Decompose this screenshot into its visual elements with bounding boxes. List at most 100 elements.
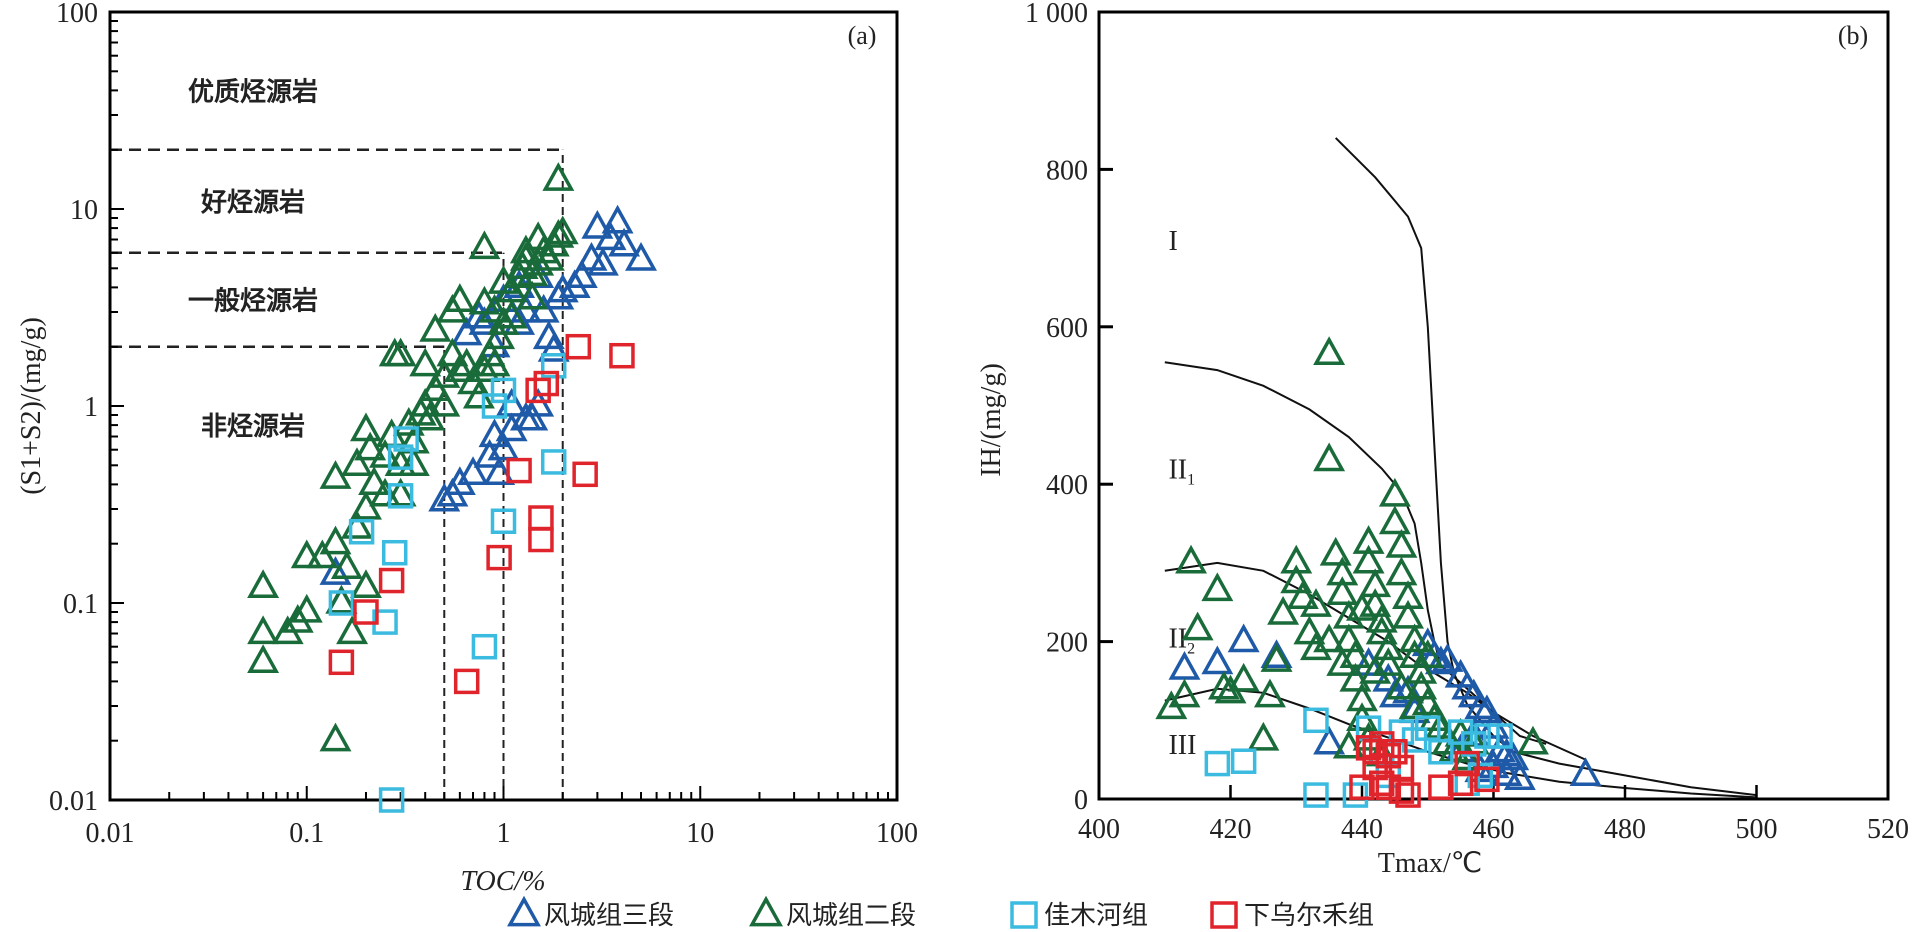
- data-point: [428, 482, 461, 512]
- data-point: [1359, 568, 1392, 598]
- data-point: [509, 234, 542, 264]
- data-point: [436, 293, 469, 323]
- data-point: [473, 439, 506, 468]
- x-tick-label: 100: [876, 818, 918, 849]
- zone-label: 非烃源岩: [201, 412, 305, 442]
- y-tick-label: 600: [1046, 313, 1088, 344]
- data-point: [1362, 739, 1388, 765]
- y-tick-label: 100: [56, 0, 98, 29]
- x-tick-label: 420: [1210, 814, 1252, 845]
- data-point: [353, 599, 379, 625]
- data-point: [381, 539, 408, 566]
- data-point: [608, 227, 641, 257]
- data-point: [495, 299, 528, 329]
- data-point: [1349, 774, 1375, 800]
- data-point: [328, 649, 355, 676]
- panel-b-tag: (b): [1838, 21, 1868, 50]
- data-point: [1253, 678, 1286, 708]
- data-point: [546, 215, 579, 245]
- data-point: [478, 293, 511, 323]
- x-tick-label: 520: [1867, 814, 1909, 845]
- data-point: [1438, 733, 1471, 763]
- data-point: [1378, 505, 1411, 535]
- data-point: [369, 439, 402, 468]
- y-tick-label: 200: [1046, 628, 1088, 659]
- data-point: [1339, 662, 1372, 692]
- data-point: [1201, 645, 1234, 675]
- x-tick-label: 0.1: [289, 818, 324, 849]
- data-point: [330, 550, 363, 579]
- data-point: [1280, 544, 1313, 574]
- data-point: [1385, 670, 1418, 700]
- data-point: [1352, 525, 1385, 554]
- data-point: [537, 332, 570, 362]
- data-point: [1267, 595, 1300, 625]
- data-point: [306, 539, 339, 569]
- data-point: [490, 377, 517, 404]
- data-point: [443, 353, 476, 382]
- data-point: [468, 230, 501, 260]
- y-tick-label: 800: [1046, 155, 1088, 186]
- data-point: [1451, 741, 1484, 771]
- data-point: [525, 377, 551, 404]
- data-point: [348, 518, 375, 545]
- data-point: [542, 162, 575, 191]
- data-point: [1503, 761, 1536, 790]
- data-point: [1497, 741, 1530, 771]
- x-tick-label: 440: [1341, 814, 1383, 845]
- data-point: [453, 668, 480, 695]
- data-point: [419, 312, 452, 342]
- data-point: [1332, 599, 1365, 629]
- data-point: [1368, 770, 1395, 797]
- legend-label: 下乌尔禾组: [1244, 901, 1374, 931]
- data-point: [436, 337, 469, 367]
- panel-a-ylabel: (S1+S2)/(mg/g): [16, 317, 47, 495]
- data-point: [1168, 651, 1201, 680]
- data-point: [1447, 770, 1474, 797]
- data-point: [378, 787, 405, 813]
- kerogen-boundary-curve: [1164, 361, 1586, 761]
- data-point: [450, 347, 483, 377]
- data-point: [506, 457, 532, 484]
- y-tick-label: 400: [1046, 470, 1088, 501]
- x-tick-label: 480: [1604, 814, 1646, 845]
- data-point: [247, 615, 280, 645]
- data-point: [522, 221, 555, 251]
- data-point: [1398, 690, 1431, 720]
- y-tick-label: 0.01: [49, 786, 98, 817]
- data-point: [1411, 686, 1444, 716]
- data-point: [336, 615, 369, 645]
- data-point: [1332, 623, 1365, 653]
- data-point: [1470, 694, 1503, 724]
- data-point: [1201, 572, 1234, 602]
- data-point: [1352, 647, 1385, 676]
- data-point: [328, 590, 355, 616]
- data-point: [1346, 682, 1378, 712]
- legend-marker-icon: [507, 895, 541, 927]
- panel-b-ylabel: IH/(mg/g): [976, 363, 1007, 477]
- data-point: [1490, 757, 1523, 787]
- data-point: [1392, 674, 1424, 704]
- data-point: [1424, 710, 1457, 739]
- data-point: [532, 242, 565, 271]
- legend-label: 风城组二段: [786, 901, 916, 931]
- data-point: [1227, 623, 1260, 653]
- data-point: [1382, 739, 1408, 765]
- data-point: [483, 320, 516, 350]
- data-point: [1359, 588, 1392, 617]
- data-point: [1260, 639, 1293, 668]
- data-point: [487, 431, 520, 461]
- data-point: [1286, 580, 1319, 609]
- data-point: [1428, 739, 1454, 765]
- data-point: [471, 633, 498, 660]
- data-point: [1398, 623, 1431, 653]
- data-point: [428, 387, 461, 417]
- data-point: [1303, 782, 1329, 808]
- data-point: [1398, 694, 1431, 724]
- kerogen-subscript: 1: [1187, 471, 1195, 488]
- legend-label: 佳木河组: [1044, 901, 1148, 931]
- data-point: [1359, 654, 1392, 684]
- data-point: [319, 525, 352, 555]
- data-point: [1451, 670, 1484, 700]
